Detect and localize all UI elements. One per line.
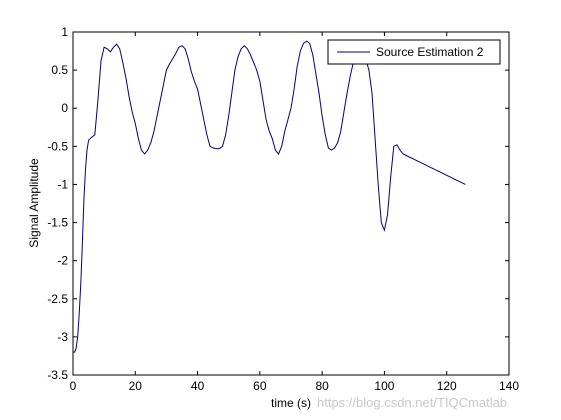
series-layer <box>73 40 466 353</box>
y-axis-label: Signal Amplitude <box>27 158 41 248</box>
y-tick-label: 0 <box>61 101 68 115</box>
x-tick-label: 80 <box>315 379 329 393</box>
y-tick-label: -2 <box>57 254 68 268</box>
x-tick-label: 0 <box>70 379 77 393</box>
legend: Source Estimation 2 <box>327 39 501 65</box>
y-tick-label: -3 <box>57 330 68 344</box>
x-tick-label: 120 <box>437 379 457 393</box>
x-tick-label: 140 <box>499 379 519 393</box>
legend-label: Source Estimation 2 <box>376 45 484 59</box>
y-tick-label: -0.5 <box>47 139 68 153</box>
series-line-source-estimation-2 <box>73 40 466 353</box>
y-tick-label: -1 <box>57 177 68 191</box>
y-tick-label: -3.5 <box>47 368 68 382</box>
x-tick-label: 20 <box>129 379 143 393</box>
x-axis-label: time (s) <box>271 396 311 410</box>
watermark-text: https://blog.csdn.net/TIQCmatlab <box>317 395 507 410</box>
y-tick-label: -1.5 <box>47 216 68 230</box>
x-tick-label: 40 <box>191 379 205 393</box>
axes-box <box>72 31 510 376</box>
y-tick-label: 1 <box>61 25 68 39</box>
x-tick-label: 100 <box>374 379 394 393</box>
x-tick-label: 60 <box>253 379 267 393</box>
ticks-layer: 0 20 40 60 80 100 120 140 -3.5 -3 -2.5 -2 -1.5 -1 -0.5… <box>47 25 519 393</box>
y-tick-label: 0.5 <box>51 63 68 77</box>
y-tick-label: -2.5 <box>47 292 68 306</box>
